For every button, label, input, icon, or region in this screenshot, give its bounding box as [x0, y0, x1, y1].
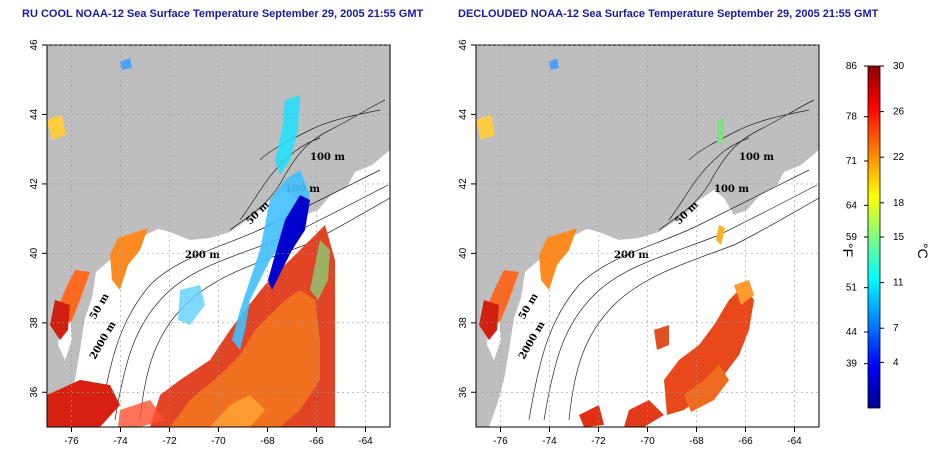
colorbar-gradient — [867, 65, 881, 409]
fahrenheit-tick-label: 51 — [846, 283, 858, 294]
left-map-y-axis: 36 38 40 42 44 46 — [29, 39, 47, 398]
y-tick-label: 38 — [29, 317, 40, 329]
celsius-tick-label: 15 — [893, 232, 905, 243]
right-map-x-axis: -76 -74 -72 -70 -68 -66 -64 — [493, 427, 802, 447]
land-mass — [47, 45, 390, 427]
celsius-tick-label: 30 — [893, 61, 905, 72]
x-tick-label: -68 — [260, 436, 275, 447]
x-tick-label: -66 — [309, 436, 324, 447]
sst-field — [47, 58, 335, 427]
celsius-unit: °C — [915, 243, 931, 259]
fahrenheit-unit: °F — [840, 243, 856, 257]
x-tick-label: -70 — [640, 436, 655, 447]
contour-label: 100 m — [739, 152, 774, 163]
right-map-grid — [476, 44, 819, 427]
x-tick-label: -64 — [787, 436, 802, 447]
celsius-tick-label: 7 — [893, 323, 899, 334]
x-tick-label: -64 — [358, 436, 373, 447]
celsius-tick-label: 22 — [893, 152, 905, 163]
x-tick-label: -66 — [738, 436, 753, 447]
contour-label: 100 m — [310, 152, 345, 163]
x-tick-label: -72 — [162, 436, 177, 447]
x-tick-label: -72 — [591, 436, 606, 447]
x-tick-label: -76 — [64, 436, 79, 447]
fahrenheit-tick-label: 78 — [846, 112, 858, 123]
y-tick-label: 42 — [458, 178, 469, 190]
y-tick-label: 38 — [458, 317, 469, 329]
fahrenheit-tick-label: 44 — [846, 327, 858, 338]
contour-label: 200 m — [614, 250, 649, 261]
fahrenheit-tick-label: 86 — [846, 61, 858, 72]
x-tick-label: -74 — [542, 436, 557, 447]
fahrenheit-tick-label: 64 — [846, 200, 858, 211]
y-tick-label: 40 — [29, 247, 40, 259]
right-map-title: DECLOUDED NOAA-12 Sea Surface Temperatur… — [458, 8, 879, 20]
x-tick-label: -68 — [689, 436, 704, 447]
fahrenheit-tick-label: 59 — [846, 232, 858, 243]
x-tick-label: -74 — [113, 436, 128, 447]
x-tick-label: -70 — [211, 436, 226, 447]
sst-field-declouded — [476, 58, 754, 427]
colorbar-celsius-ticks: 30 26 22 18 15 11 7 4 — [880, 61, 905, 368]
colorbar-fahrenheit-ticks: 86 78 71 64 59 51 44 39 — [846, 61, 868, 370]
contour-label: 100 m — [714, 184, 749, 195]
fahrenheit-tick-label: 71 — [846, 156, 858, 167]
y-tick-label: 44 — [29, 108, 40, 120]
y-tick-label: 42 — [29, 178, 40, 190]
fahrenheit-tick-label: 39 — [846, 359, 858, 370]
left-map-panel: 100 m 100 m 50 m 200 m 50 m 2000 m — [29, 39, 391, 447]
right-map-panel: 100 m 100 m 50 m 200 m 50 m 2000 m — [458, 39, 820, 447]
y-tick-label: 44 — [458, 108, 469, 120]
left-map-grid — [47, 44, 390, 427]
y-tick-label: 36 — [29, 386, 40, 398]
left-map-title: RU COOL NOAA-12 Sea Surface Temperature … — [22, 8, 424, 20]
celsius-tick-label: 11 — [893, 278, 904, 289]
colorbar: 86 78 71 64 59 51 44 39 30 26 22 18 15 11 7 4 °F °C — [840, 61, 931, 409]
left-map-x-axis: -76 -74 -72 -70 -68 -66 -64 — [64, 427, 373, 447]
celsius-tick-label: 26 — [893, 107, 905, 118]
y-tick-label: 40 — [458, 247, 469, 259]
bathymetry-contours — [99, 99, 390, 421]
celsius-tick-label: 18 — [893, 198, 905, 209]
y-tick-label: 36 — [458, 386, 469, 398]
y-tick-label: 46 — [29, 39, 40, 51]
x-tick-label: -76 — [493, 436, 508, 447]
celsius-tick-label: 4 — [893, 357, 899, 368]
right-map-y-axis: 36 38 40 42 44 46 — [458, 39, 476, 398]
contour-label: 200 m — [185, 250, 220, 261]
y-tick-label: 46 — [458, 39, 469, 51]
